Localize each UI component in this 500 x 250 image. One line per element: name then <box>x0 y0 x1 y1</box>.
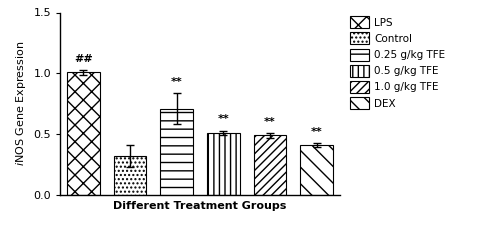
Bar <box>114 156 146 195</box>
Bar <box>160 108 193 195</box>
Text: ##: ## <box>74 54 92 64</box>
Y-axis label: $\it{i}$NOS Gene Expression: $\it{i}$NOS Gene Expression <box>14 41 28 166</box>
Text: **: ** <box>218 114 229 124</box>
Text: **: ** <box>311 127 322 137</box>
Bar <box>254 136 286 195</box>
Bar <box>300 145 333 195</box>
Legend: LPS, Control, 0.25 g/kg TFE, 0.5 g/kg TFE, 1.0 g/kg TFE, DEX: LPS, Control, 0.25 g/kg TFE, 0.5 g/kg TF… <box>348 14 448 111</box>
Text: **: ** <box>264 117 276 127</box>
X-axis label: Different Treatment Groups: Different Treatment Groups <box>114 200 286 210</box>
Bar <box>207 133 240 195</box>
Bar <box>67 72 100 195</box>
Text: **: ** <box>171 77 182 87</box>
